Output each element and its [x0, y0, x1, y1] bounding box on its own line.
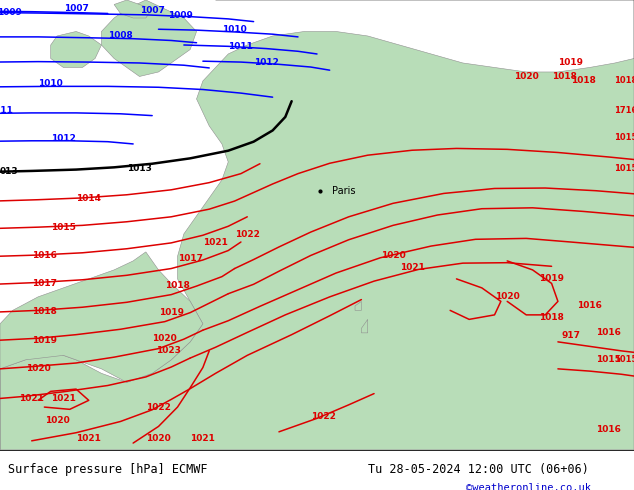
Text: 1020: 1020: [495, 293, 520, 301]
Text: 1018: 1018: [552, 72, 577, 81]
Text: 1020: 1020: [146, 434, 171, 443]
Text: 1021: 1021: [19, 393, 44, 403]
Text: 1019: 1019: [158, 308, 184, 317]
Text: 1017: 1017: [32, 279, 57, 288]
Text: 1021: 1021: [203, 239, 228, 247]
Text: 1008: 1008: [108, 31, 133, 40]
Text: 1016: 1016: [596, 328, 621, 338]
Text: 1019: 1019: [539, 274, 564, 283]
Polygon shape: [101, 0, 197, 76]
Polygon shape: [114, 0, 152, 18]
Text: 1022: 1022: [146, 403, 171, 412]
Text: 1022: 1022: [235, 230, 260, 239]
Polygon shape: [51, 31, 101, 68]
Text: Paris: Paris: [332, 186, 355, 196]
Text: 1018: 1018: [165, 281, 190, 290]
Text: 1017: 1017: [178, 254, 203, 263]
Polygon shape: [355, 301, 361, 310]
Text: 1022: 1022: [311, 412, 336, 420]
Text: 1018: 1018: [571, 76, 596, 85]
Text: 1018: 1018: [32, 307, 57, 316]
Text: 1011: 1011: [0, 106, 13, 115]
Text: 1016: 1016: [32, 251, 57, 261]
Polygon shape: [0, 0, 634, 450]
Text: 1018: 1018: [614, 76, 634, 85]
Text: Surface pressure [hPa] ECMWF: Surface pressure [hPa] ECMWF: [8, 463, 207, 476]
Text: 1016: 1016: [577, 301, 602, 310]
Text: 1015: 1015: [614, 133, 634, 142]
Text: 1020: 1020: [25, 365, 51, 373]
Text: ©weatheronline.co.uk: ©weatheronline.co.uk: [466, 483, 591, 490]
Text: 1012: 1012: [254, 58, 279, 67]
Text: 1007: 1007: [139, 6, 165, 15]
Text: 1015: 1015: [614, 355, 634, 365]
Text: 1010: 1010: [222, 25, 247, 34]
Text: 1020: 1020: [514, 72, 539, 81]
Text: 1020: 1020: [44, 416, 70, 425]
Text: 1023: 1023: [155, 346, 181, 355]
Text: 1015: 1015: [614, 164, 634, 173]
Polygon shape: [361, 319, 368, 333]
Text: 1020: 1020: [380, 251, 406, 260]
Text: 1716: 1716: [614, 106, 634, 115]
Text: 1018: 1018: [539, 313, 564, 321]
Text: 1007: 1007: [63, 3, 89, 13]
Text: Tu 28-05-2024 12:00 UTC (06+06): Tu 28-05-2024 12:00 UTC (06+06): [368, 463, 588, 476]
Text: 1019: 1019: [32, 336, 57, 344]
Text: 1013: 1013: [127, 164, 152, 173]
Text: 1021: 1021: [51, 394, 76, 403]
Text: 1019: 1019: [558, 58, 583, 68]
Text: 1015: 1015: [51, 223, 76, 232]
Text: 1014: 1014: [76, 195, 101, 203]
Text: 1009: 1009: [0, 8, 22, 17]
Text: 1011: 1011: [228, 42, 254, 51]
Text: 1021: 1021: [76, 434, 101, 443]
Text: 1021: 1021: [399, 263, 425, 272]
Text: 1021: 1021: [190, 434, 216, 443]
Text: 1012: 1012: [51, 134, 76, 143]
Text: 1010: 1010: [38, 79, 63, 88]
Text: 013: 013: [0, 167, 18, 176]
Text: 1009: 1009: [168, 11, 193, 20]
Text: 917: 917: [561, 331, 580, 340]
Text: 1015: 1015: [596, 355, 621, 365]
Text: 1016: 1016: [596, 425, 621, 434]
Text: 1020: 1020: [152, 334, 178, 343]
Polygon shape: [0, 252, 203, 450]
